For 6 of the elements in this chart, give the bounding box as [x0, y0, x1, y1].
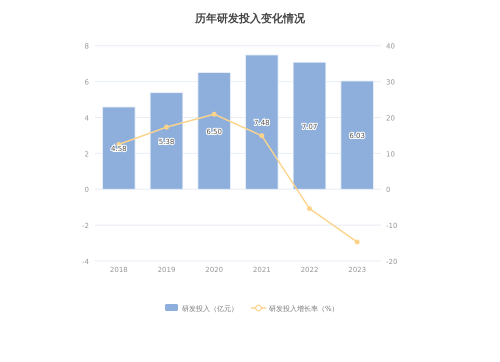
point	[354, 239, 360, 244]
point	[259, 133, 264, 138]
point	[212, 112, 217, 117]
point	[307, 206, 312, 212]
point	[164, 124, 169, 130]
chart-title: 历年研发投入变化情况	[194, 12, 306, 25]
